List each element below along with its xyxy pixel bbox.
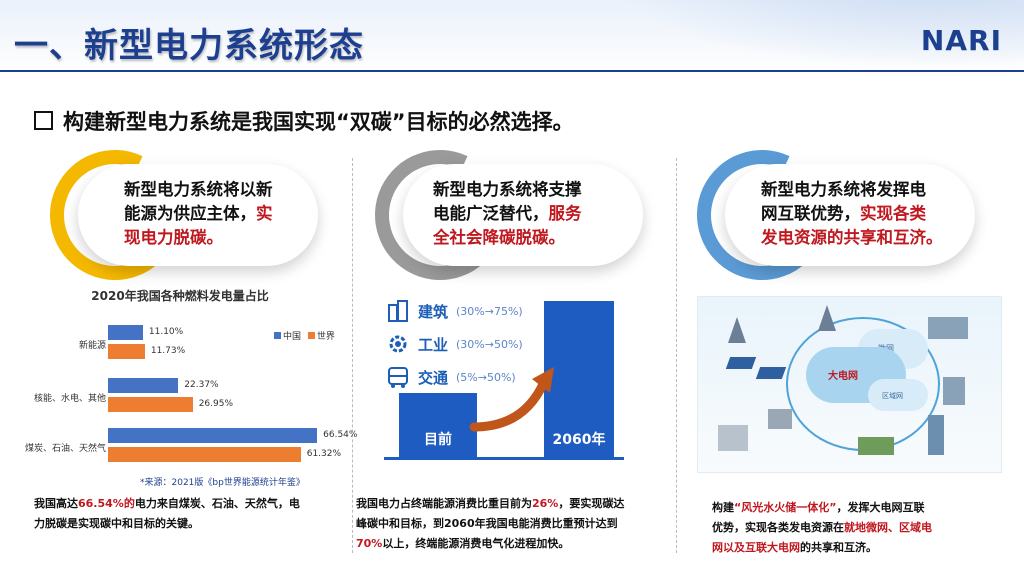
bus-icon <box>384 363 412 391</box>
bar-current-label: 目前 <box>424 432 452 448</box>
category-label: 新能源 <box>78 341 106 351</box>
header-decoration <box>604 0 1024 72</box>
fuel-share-chart: 2020年我国各种燃料发电量占比 中国 世界 新能源 11.10% 11.73% 核能… <box>20 283 357 493</box>
page-title: 一、新型电力系统形态 <box>14 26 364 66</box>
bar-2060: 2060年 <box>544 301 614 457</box>
bar-value-label: 22.37% <box>184 380 219 390</box>
sector-building: 建筑 (30%→75%) <box>384 297 523 325</box>
section-subheading: 构建新型电力系统是我国实现“双碳”目标的必然选择。 <box>34 106 574 136</box>
growth-arrow-icon <box>469 367 554 432</box>
bar-world <box>108 344 145 359</box>
card-text: 新型电力系统将以新 能源为供应主体，实 现电力脱碳。 <box>124 180 273 247</box>
card-bubble <box>78 164 318 266</box>
regional-grid-label: 区域网 <box>882 392 903 400</box>
storage-icon <box>858 437 894 455</box>
bar-china <box>108 428 318 443</box>
bar-value-label: 66.54% <box>323 430 358 440</box>
category-label: 煤炭、石油、天然气 <box>24 444 106 454</box>
tower-building-icon <box>928 415 944 455</box>
card-bubble <box>403 164 643 266</box>
card-text: 新型电力系统将支撑 电能广泛替代，服务 全社会降碳脱碳。 <box>433 180 582 247</box>
main-grid-label: 大电网 <box>828 371 858 382</box>
legend-china: 中国 <box>283 332 302 342</box>
building-icon <box>384 297 412 325</box>
bar-china <box>108 325 143 340</box>
chart-source-note: *来源：2021版《bp世界能源统计年鉴》 <box>140 478 305 488</box>
legend-swatch-china <box>274 332 281 339</box>
description-3: 构建“风光水火储一体化”，发挥大电网互联 优势，实现各类发电资源在就地微网、区域… <box>712 501 932 554</box>
bar-current: 目前 <box>399 393 477 457</box>
grid-illustration: 微网 大电网 区域网 <box>697 296 1002 473</box>
card-electrification: 新型电力系统将支撑 电能广泛替代，服务 全社会降碳脱碳。 <box>356 131 645 299</box>
bar-value-label: 11.73% <box>150 346 186 356</box>
solar-panel-icon <box>725 357 757 369</box>
wind-turbine-icon <box>728 317 746 343</box>
nari-logo: NARI <box>920 24 1002 57</box>
power-plant-icon <box>718 425 748 451</box>
hydro-station-icon <box>768 409 792 429</box>
bar-value-label: 26.95% <box>198 399 234 409</box>
legend-swatch-world <box>307 332 315 339</box>
building-icon <box>943 377 965 405</box>
chart-legend: 中国 世界 <box>270 329 335 342</box>
checkbox-bullet-icon <box>34 111 53 130</box>
subheading-text: 构建新型电力系统是我国实现“双碳”目标的必然选择。 <box>63 110 574 134</box>
bar-2060-label: 2060年 <box>552 432 606 448</box>
transmission-tower-icon <box>818 305 836 331</box>
bar-world <box>108 447 301 462</box>
card-grid-interconnect: 新型电力系统将发挥电 网互联优势，实现各类 发电资源的共享和互济。 <box>678 131 975 299</box>
legend-world: 世界 <box>316 332 335 342</box>
regional-grid-cloud <box>868 379 928 411</box>
gear-icon <box>384 330 412 358</box>
header-divider <box>0 70 1024 72</box>
bar-value-label: 61.32% <box>306 449 342 459</box>
category-label: 核能、水电、其他 <box>33 394 106 404</box>
column-divider <box>352 158 353 553</box>
sector-industry: 工业 (30%→50%) <box>384 330 523 358</box>
card-bubble <box>725 164 975 266</box>
solar-panel-icon <box>755 367 787 379</box>
bar-china <box>108 378 179 393</box>
bar-value-label: 11.10% <box>148 327 184 337</box>
sector-transport: 交通 (5%→50%) <box>384 363 516 391</box>
electrification-chart: 目前 2060年 建筑 (30%→75%) 工业 (30%→50%) 交通 (5… <box>384 297 624 467</box>
factory-icon <box>928 317 968 339</box>
description-2: 我国电力占终端能源消费比重目前为26%，要实现碳达 峰碳中和目标，到2060年我… <box>356 497 625 550</box>
chart-axis <box>384 457 624 460</box>
description-1: 我国高达66.54%的电力来自煤炭、石油、天然气，电 力脱碳是实现碳中和目标的关… <box>34 497 300 530</box>
card-new-energy: 新型电力系统将以新 能源为供应主体，实 现电力脱碳。 <box>31 131 320 299</box>
card-text: 新型电力系统将发挥电 网互联优势，实现各类 发电资源的共享和互济。 <box>761 180 943 247</box>
header-bar <box>0 0 1024 72</box>
column-divider <box>676 158 677 553</box>
bar-world <box>108 397 193 412</box>
chart-title: 2020年我国各种燃料发电量占比 <box>91 289 269 303</box>
